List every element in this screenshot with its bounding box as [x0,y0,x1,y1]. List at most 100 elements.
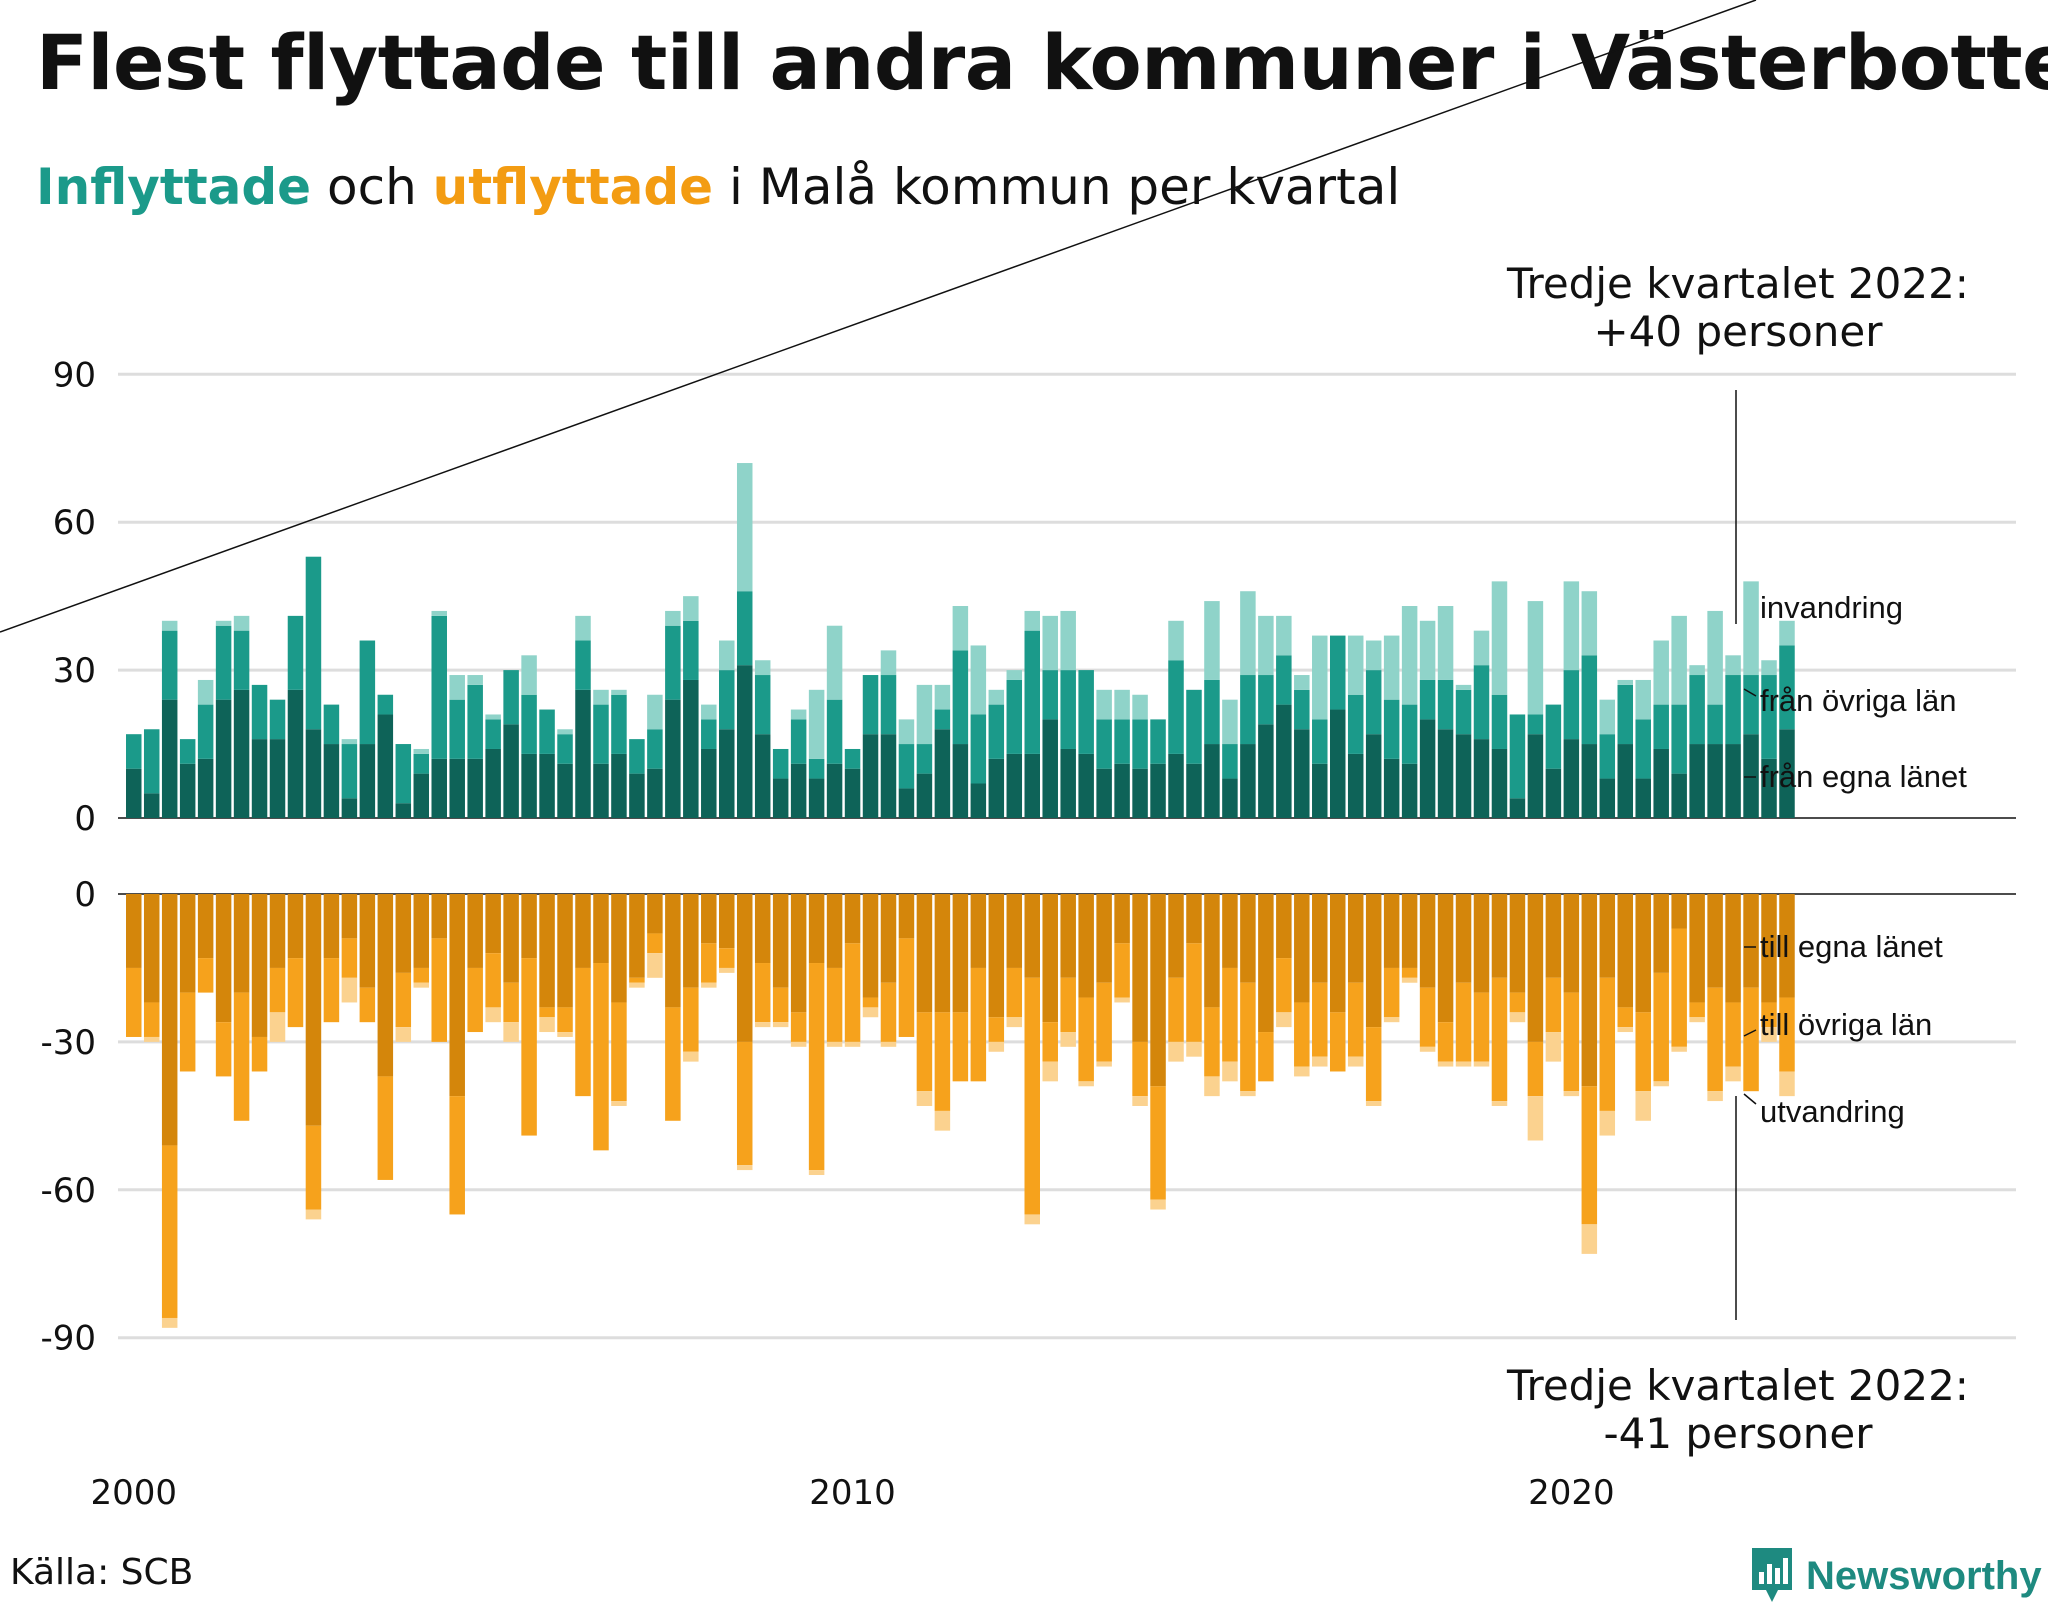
bar-out-utvandring [1707,1091,1723,1102]
bar-out-egna-lanet [1132,894,1148,1042]
bar-out-utvandring [395,1027,412,1042]
bar-in-ovriga-lan [1258,675,1274,725]
bottom-annotation-line2: -41 personer [1603,1409,1873,1458]
bar-out-utvandring [1240,1091,1256,1097]
label-invandring: invandring [1760,590,1903,625]
bar-out-egna-lanet [1150,894,1166,1087]
bar-out-ovriga-lan [1707,987,1723,1092]
bar-out-ovriga-lan [736,1041,753,1166]
bar-out-egna-lanet [1240,894,1256,983]
bar-in-egna-lanet [126,768,142,818]
bar-out-egna-lanet [1509,894,1526,993]
bar-in-ovriga-lan [790,719,807,764]
bar-out-egna-lanet [126,894,142,968]
bar-in-ovriga-lan [521,694,537,754]
bar-in-ovriga-lan [395,744,412,804]
bar-out-utvandring [647,953,663,978]
bar-in-invandring [1312,635,1328,720]
bar-in-ovriga-lan [215,625,232,700]
bar-out-egna-lanet [1042,894,1058,1023]
bar-out-utvandring [557,1032,573,1037]
bar-out-egna-lanet [736,894,753,1042]
bar-out-ovriga-lan [1671,928,1687,1047]
bar-out-egna-lanet [305,894,322,1126]
bar-in-ovriga-lan [359,640,376,745]
bar-out-ovriga-lan [251,1036,268,1072]
bar-out-egna-lanet [593,894,609,964]
bar-in-ovriga-lan [1563,670,1580,740]
bar-out-utvandring [1276,1012,1292,1028]
bar-in-invandring [1743,581,1759,676]
bar-out-egna-lanet [754,894,771,964]
bar-out-egna-lanet [1258,894,1274,1033]
x-tick: 2020 [1528,1473,1615,1513]
bar-in-invandring [1617,679,1634,685]
bar-out-utvandring [1294,1066,1310,1077]
bar-out-egna-lanet [1689,894,1705,1003]
bar-out-ovriga-lan [1635,1012,1651,1092]
bar-in-invandring [1599,699,1616,735]
bar-out-egna-lanet [1617,894,1634,1008]
bar-out-ovriga-lan [826,967,843,1042]
label-utvandring: utvandring [1760,1094,1905,1129]
bar-in-ovriga-lan [179,739,196,764]
bar-out-egna-lanet [1491,894,1508,978]
bar-in-invandring [1006,670,1023,680]
bar-out-egna-lanet [1419,894,1436,988]
bar-in-invandring [790,709,807,720]
bar-in-ovriga-lan [1491,694,1508,749]
bar-in-ovriga-lan [413,753,430,774]
bar-in-egna-lanet [1761,758,1777,818]
bar-in-ovriga-lan [1294,689,1310,730]
bar-out-egna-lanet [1276,894,1292,959]
bar-out-egna-lanet [1347,894,1364,983]
bar-out-ovriga-lan [161,1145,178,1318]
bar-in-ovriga-lan [1671,704,1687,774]
bar-in-ovriga-lan [754,675,771,735]
bar-out-egna-lanet [1473,894,1490,993]
newsworthy-logo: Newsworthy [1750,1544,2042,1608]
bar-out-utvandring [539,1017,555,1033]
bar-out-utvandring [1060,1032,1076,1047]
bar-in-invandring [1635,679,1651,720]
bar-out-egna-lanet [485,894,501,954]
bar-out-ovriga-lan [1365,1027,1382,1102]
bar-out-utvandring [808,1170,825,1176]
bar-out-ovriga-lan [1294,1002,1310,1067]
bar-out-egna-lanet [269,894,286,968]
bar-out-utvandring [719,967,735,973]
bar-in-egna-lanet [1132,768,1148,818]
bar-in-ovriga-lan [1707,704,1723,745]
bar-in-invandring [1347,635,1364,695]
bar-out-utvandring [161,1317,178,1328]
bar-out-utvandring [754,1022,771,1028]
bar-in-ovriga-lan [1096,719,1112,769]
subtitle-utflyttade: utflyttade [432,158,714,216]
y-tick-upper: 60 [53,503,96,543]
bar-in-ovriga-lan [1132,719,1148,769]
bar-out-egna-lanet [665,894,681,1008]
bar-in-invandring [754,660,771,676]
bar-out-ovriga-lan [1743,987,1759,1092]
bar-in-ovriga-lan [593,704,609,764]
bar-in-ovriga-lan [449,699,465,759]
bar-out-ovriga-lan [719,948,735,968]
bar-in-invandring [916,684,933,745]
bar-out-utvandring [1725,1066,1741,1082]
bar-in-invandring [557,729,573,735]
bar-in-invandring [701,704,717,720]
bar-in-invandring [683,596,699,621]
bar-out-ovriga-lan [503,982,519,1023]
bar-out-ovriga-lan [772,987,789,1023]
bar-out-ovriga-lan [1545,977,1562,1033]
bar-in-egna-lanet [269,739,286,818]
bar-in-egna-lanet [395,803,412,818]
bar-out-egna-lanet [952,894,969,1013]
chart-subtitle: Inflyttade och utflyttade i Malå kommun … [36,158,1400,216]
bar-in-ovriga-lan [1222,744,1238,779]
bar-out-ovriga-lan [1419,987,1436,1047]
bar-in-invandring [413,748,430,754]
bar-in-ovriga-lan [377,694,394,715]
bar-in-egna-lanet [665,699,681,818]
bar-out-utvandring [790,1041,807,1047]
